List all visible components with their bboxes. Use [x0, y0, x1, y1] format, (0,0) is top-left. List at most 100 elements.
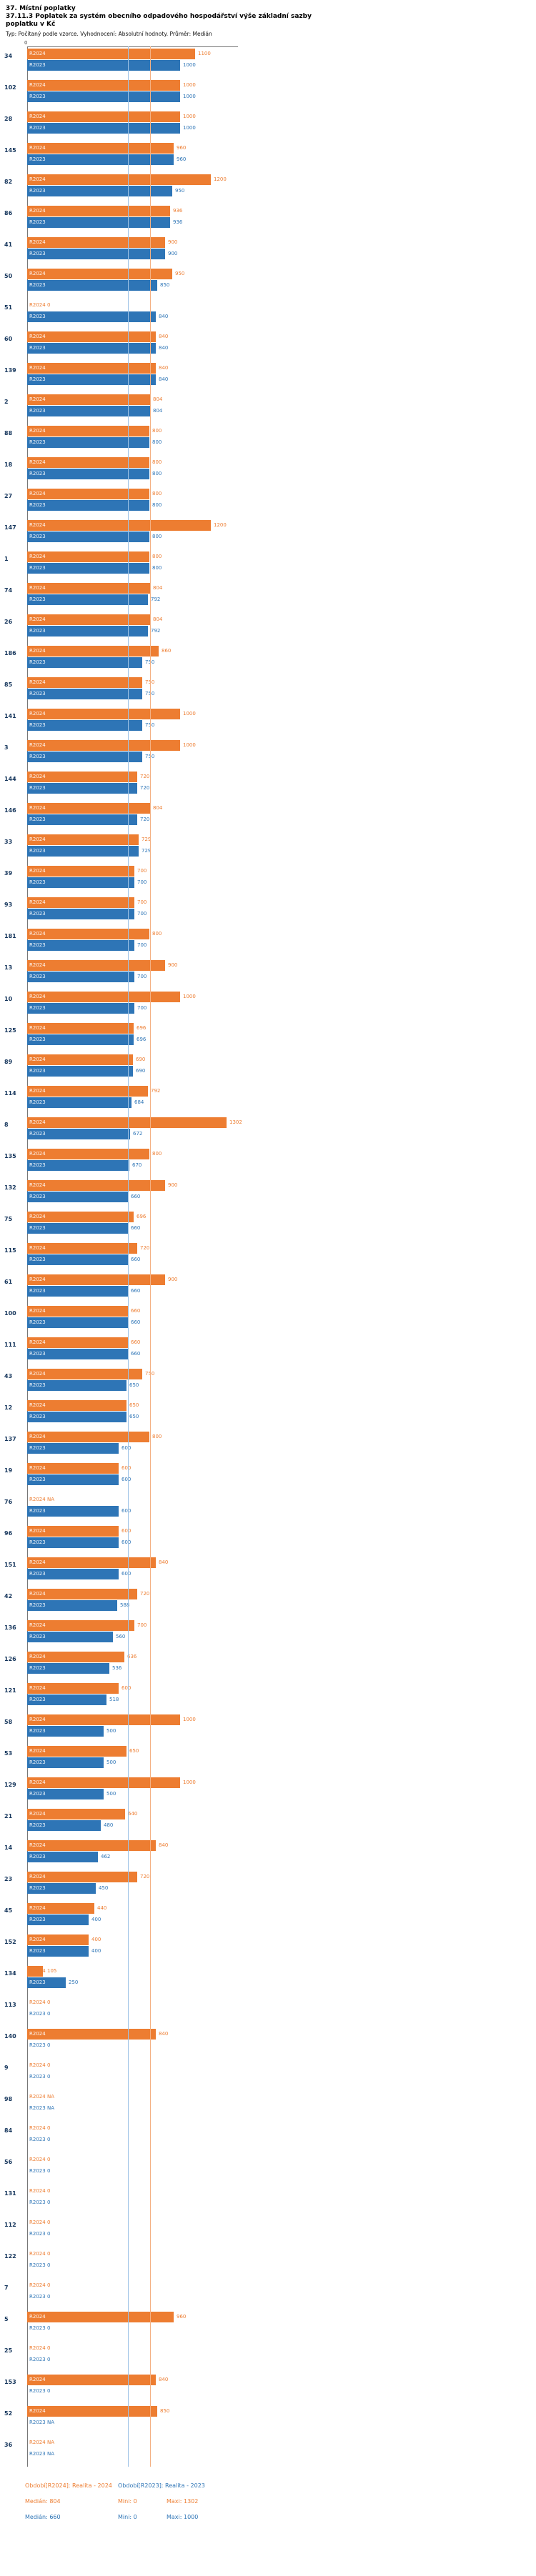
bar-r2023 — [27, 1914, 89, 1925]
bar-series-label: R2023 — [29, 974, 46, 979]
bar-value-label: 518 — [109, 1697, 119, 1702]
bar-series-label: R2023 — [29, 817, 46, 822]
bar-r2024 — [27, 897, 134, 908]
bar-r2024 — [27, 2406, 157, 2417]
bar-series-label: R2024 — [29, 2440, 46, 2445]
chart-row: 14 R2024 840 R2023 462 — [0, 1838, 536, 1869]
row-id-label: 131 — [4, 2190, 16, 2197]
chart-row: 98 R2024 NA R2023 NA — [0, 2090, 536, 2121]
bar-line-r2023: R2023 840 — [27, 311, 536, 322]
bar-series-label: R2023 — [29, 1225, 46, 1231]
bar-value-label: 560 — [116, 1634, 126, 1639]
bar-series-label: R2024 — [29, 1465, 46, 1471]
bar-value-label: 792 — [151, 628, 161, 634]
bar-r2024 — [27, 1872, 137, 1882]
row-id-label: 23 — [4, 1876, 13, 1882]
bar-r2024 — [27, 740, 180, 751]
bar-r2023 — [27, 249, 165, 259]
bar-series-label: R2023 — [29, 1948, 46, 1954]
bar-series-label: R2023 — [29, 1099, 46, 1105]
bar-value-label: 840 — [159, 1559, 169, 1565]
chart-row: 8 R2024 1302 R2023 672 — [0, 1115, 536, 1147]
row-bars: R2024 440 R2023 400 — [27, 1903, 536, 1926]
bar-series-label: R2024 — [29, 2094, 46, 2100]
bar-value-label: 900 — [168, 962, 178, 968]
bar-series-label: R2023 — [29, 2388, 46, 2394]
bar-value-label: 600 — [121, 1508, 131, 1514]
bar-line-r2024: R2024 0 — [27, 2343, 536, 2354]
row-bars: R2024 840 R2023 840 — [27, 363, 536, 386]
bar-r2023 — [27, 437, 149, 448]
bar-r2024 — [27, 1966, 43, 1977]
chart-row: 136 R2024 700 R2023 560 — [0, 1618, 536, 1649]
bar-line-r2023: R2023 660 — [27, 1223, 536, 1234]
chart-row: 27 R2024 800 R2023 800 — [0, 486, 536, 518]
bar-value-label: 600 — [121, 1465, 131, 1471]
row-bars: R2024 800 R2023 800 — [27, 457, 536, 480]
bar-value-label: 0 — [47, 2157, 51, 2162]
bar-r2023 — [27, 1537, 119, 1548]
bar-series-label: R2024 — [29, 1528, 46, 1534]
bar-line-r2024: R2024 900 — [27, 1274, 536, 1285]
row-bars: R2024 800 R2023 800 — [27, 551, 536, 574]
bar-value-label: 720 — [140, 774, 150, 779]
bar-line-r2024: R2024 936 — [27, 206, 536, 216]
bar-r2024 — [27, 1432, 149, 1442]
bar-value-label: 700 — [137, 1005, 147, 1011]
bar-value-label: 1302 — [229, 1119, 242, 1125]
bar-line-r2023: R2023 450 — [27, 1883, 536, 1894]
bar-line-r2023: R2023 700 — [27, 972, 536, 982]
row-id-label: 135 — [4, 1153, 16, 1159]
bar-line-r2024: R2024 0 — [27, 2186, 536, 2197]
row-id-label: 136 — [4, 1624, 16, 1631]
row-bars: R2024 750 R2023 750 — [27, 677, 536, 700]
bar-line-r2023: R2023 660 — [27, 1317, 536, 1328]
row-bars: R2024 650 R2023 650 — [27, 1400, 536, 1423]
bar-value-label: 588 — [120, 1602, 130, 1608]
plot-area: 34 R2024 1100 R2023 1000 102 R2024 1000 R2023 100… — [0, 46, 536, 2467]
chart-row: 82 R2024 1200 R2023 950 — [0, 172, 536, 204]
bar-value-label: 1000 — [183, 711, 196, 717]
bar-r2023 — [27, 877, 134, 888]
bar-value-label: 660 — [131, 1225, 141, 1231]
chart-rows: 34 R2024 1100 R2023 1000 102 R2024 1000 R2023 100… — [0, 46, 536, 2467]
bar-line-r2024: R2024 636 — [27, 1652, 536, 1662]
bar-series-label: R2024 — [29, 51, 46, 56]
row-id-label: 114 — [4, 1090, 16, 1097]
bar-series-label: R2023 — [29, 911, 46, 917]
chart-row: 12 R2024 650 R2023 650 — [0, 1398, 536, 1429]
bar-series-label: R2024 — [29, 1277, 46, 1282]
bar-line-r2023: R2023 500 — [27, 1757, 536, 1768]
bar-value-label: 0 — [47, 2294, 51, 2300]
bar-value-label: 720 — [140, 1874, 150, 1879]
bar-r2024 — [27, 646, 159, 657]
row-id-label: 21 — [4, 1813, 13, 1819]
bar-series-label: R2024 — [29, 2000, 46, 2005]
chart-row: 153 R2024 840 R2023 0 — [0, 2372, 536, 2404]
bar-series-label: R2024 — [29, 2188, 46, 2194]
bar-value-label: 0 — [47, 2325, 51, 2331]
chart-row: 36 R2024 NA R2023 NA — [0, 2435, 536, 2467]
row-bars: R2024 720 R2023 450 — [27, 1872, 536, 1894]
bar-value-label: 1000 — [183, 94, 196, 99]
chart-row: 137 R2024 800 R2023 600 — [0, 1429, 536, 1461]
bar-r2023 — [27, 1663, 109, 1674]
bar-series-label: R2023 — [29, 1288, 46, 1294]
bar-series-label: R2024 — [29, 396, 46, 402]
bar-r2024 — [27, 426, 149, 436]
bar-series-label: R2024 — [29, 711, 46, 717]
bar-line-r2024: R2024 804 — [27, 803, 536, 814]
bar-r2023 — [27, 1757, 104, 1768]
row-id-label: 39 — [4, 870, 13, 877]
median-line-r2023 — [128, 46, 129, 2467]
bar-series-label: R2024 — [29, 899, 46, 905]
bar-series-label: R2023 — [29, 1257, 46, 1262]
row-id-label: 25 — [4, 2347, 13, 2354]
row-id-label: 89 — [4, 1059, 13, 1065]
row-bars: R2024 900 R2023 700 — [27, 960, 536, 983]
chart-row: 9 R2024 0 R2023 0 — [0, 2058, 536, 2090]
bar-value-label: 684 — [134, 1099, 144, 1105]
bar-series-label: R2023 — [29, 596, 46, 602]
bar-series-label: R2023 — [29, 62, 46, 68]
bar-line-r2023: R2023 0 — [27, 2355, 536, 2365]
